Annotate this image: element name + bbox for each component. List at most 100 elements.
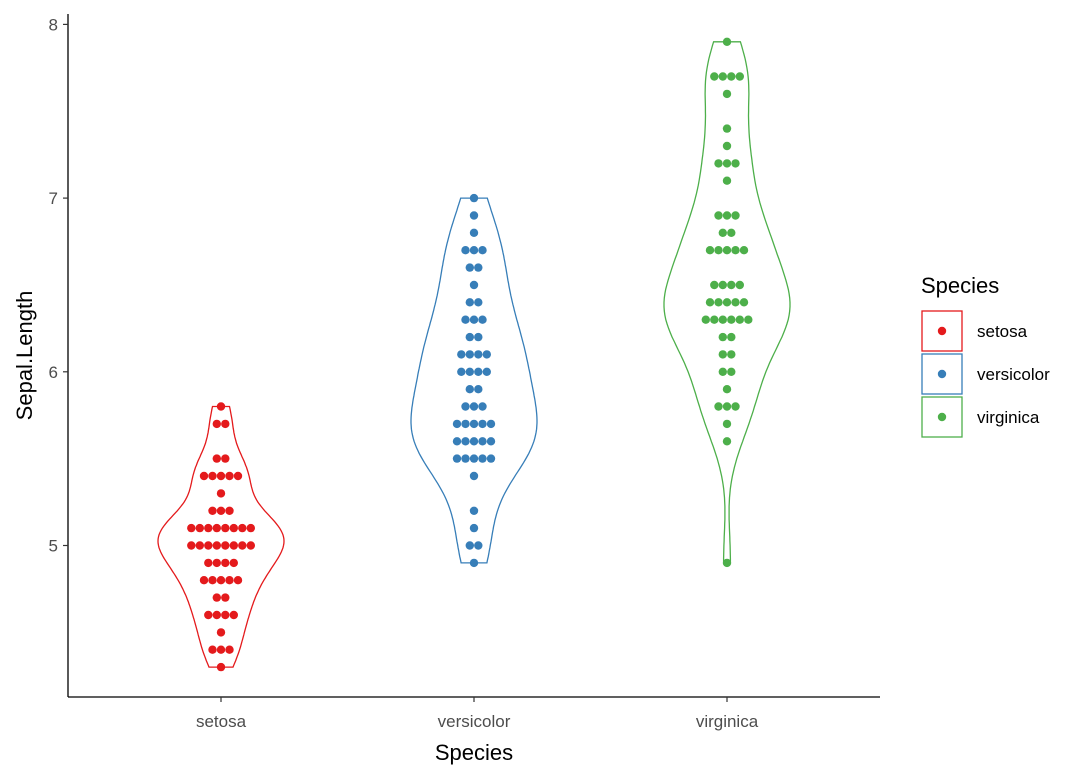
data-point-virginica — [744, 315, 753, 324]
data-point-virginica — [705, 246, 715, 255]
data-point-versicolor — [461, 437, 470, 446]
data-point-versicolor — [469, 193, 479, 203]
violin-setosa — [157, 405, 285, 668]
data-point-virginica — [718, 280, 727, 290]
data-point-virginica — [718, 350, 727, 359]
data-point-setosa — [225, 645, 234, 654]
legend-label: versicolor — [977, 365, 1050, 384]
data-point-versicolor — [486, 437, 496, 446]
data-point-setosa — [221, 593, 230, 602]
data-point-virginica — [705, 298, 715, 307]
data-point-setosa — [212, 419, 221, 429]
data-point-virginica — [710, 280, 719, 290]
x-tick-label: versicolor — [438, 712, 511, 731]
data-point-versicolor — [474, 350, 483, 359]
data-point-versicolor — [452, 419, 462, 429]
data-point-setosa — [216, 662, 226, 672]
data-point-setosa — [229, 523, 238, 533]
data-point-setosa — [216, 628, 226, 637]
data-point-virginica — [710, 72, 719, 81]
data-point-setosa — [221, 523, 230, 533]
data-point-setosa — [204, 541, 213, 550]
data-point-virginica — [701, 315, 710, 324]
data-point-setosa — [216, 489, 226, 498]
data-point-versicolor — [486, 454, 496, 463]
data-point-versicolor — [469, 454, 479, 463]
data-point-versicolor — [478, 402, 487, 411]
data-point-versicolor — [461, 315, 470, 324]
data-point-virginica — [731, 402, 740, 411]
data-point-setosa — [238, 523, 247, 533]
data-point-virginica — [722, 385, 732, 394]
data-point-setosa — [195, 523, 204, 533]
data-point-versicolor — [482, 367, 491, 376]
data-point-setosa — [221, 454, 230, 463]
data-point-versicolor — [469, 315, 479, 324]
data-point-setosa — [212, 523, 221, 533]
data-point-versicolor — [486, 419, 496, 429]
data-point-virginica — [735, 72, 744, 81]
data-point-versicolor — [474, 298, 483, 307]
data-point-virginica — [727, 228, 736, 237]
data-point-virginica — [722, 246, 732, 255]
y-tick-label: 5 — [49, 537, 58, 556]
data-point-versicolor — [478, 437, 487, 446]
data-point-setosa — [208, 645, 217, 654]
violin-virginica — [663, 41, 791, 564]
x-axis-title: Species — [435, 740, 513, 765]
data-point-virginica — [718, 332, 727, 342]
data-point-setosa — [212, 593, 221, 602]
data-point-versicolor — [469, 246, 479, 255]
data-point-versicolor — [457, 367, 466, 376]
data-point-versicolor — [478, 315, 487, 324]
data-point-virginica — [714, 298, 723, 307]
data-point-setosa — [212, 610, 221, 620]
legend-item-virginica: virginica — [921, 396, 1040, 438]
data-point-virginica — [718, 72, 727, 81]
legend-item-versicolor: versicolor — [921, 353, 1050, 395]
data-point-setosa — [229, 541, 238, 550]
data-point-versicolor — [465, 385, 474, 394]
data-point-virginica — [739, 298, 749, 307]
data-point-versicolor — [474, 263, 483, 272]
data-point-virginica — [727, 315, 736, 324]
y-tick-label: 7 — [49, 189, 58, 208]
data-point-virginica — [718, 315, 727, 324]
data-point-virginica — [735, 280, 744, 290]
data-point-setosa — [229, 558, 238, 568]
data-point-virginica — [727, 72, 736, 81]
data-point-virginica — [722, 419, 732, 429]
data-point-virginica — [714, 246, 723, 255]
data-point-virginica — [718, 367, 727, 376]
dot-layer — [187, 37, 753, 672]
violin-layer — [157, 41, 791, 668]
data-point-versicolor — [474, 541, 483, 550]
data-point-versicolor — [478, 246, 487, 255]
y-axis-title: Sepal.Length — [12, 291, 37, 421]
legend-key-dot — [937, 369, 947, 379]
data-point-setosa — [212, 454, 221, 463]
data-point-versicolor — [465, 541, 474, 550]
legend-label: virginica — [977, 408, 1040, 427]
legend-items: setosa versicolor virginica — [921, 310, 1050, 438]
data-point-virginica — [727, 332, 736, 342]
legend-label: setosa — [977, 322, 1028, 341]
data-point-versicolor — [452, 454, 462, 463]
data-point-versicolor — [478, 419, 487, 429]
data-point-versicolor — [461, 246, 470, 255]
data-point-versicolor — [469, 419, 479, 429]
data-point-versicolor — [478, 454, 487, 463]
data-point-virginica — [710, 315, 719, 324]
data-point-virginica — [714, 211, 723, 220]
y-tick-label: 8 — [49, 15, 58, 34]
legend-key-dot — [937, 326, 947, 336]
data-point-setosa — [199, 471, 209, 481]
data-point-setosa — [233, 471, 243, 481]
data-point-virginica — [722, 37, 732, 46]
data-point-setosa — [216, 576, 226, 585]
data-point-versicolor — [465, 263, 474, 272]
x-ticks: setosa versicolor virginica — [196, 697, 759, 731]
data-point-versicolor — [469, 471, 479, 481]
data-point-versicolor — [469, 523, 479, 533]
data-point-versicolor — [465, 298, 474, 307]
